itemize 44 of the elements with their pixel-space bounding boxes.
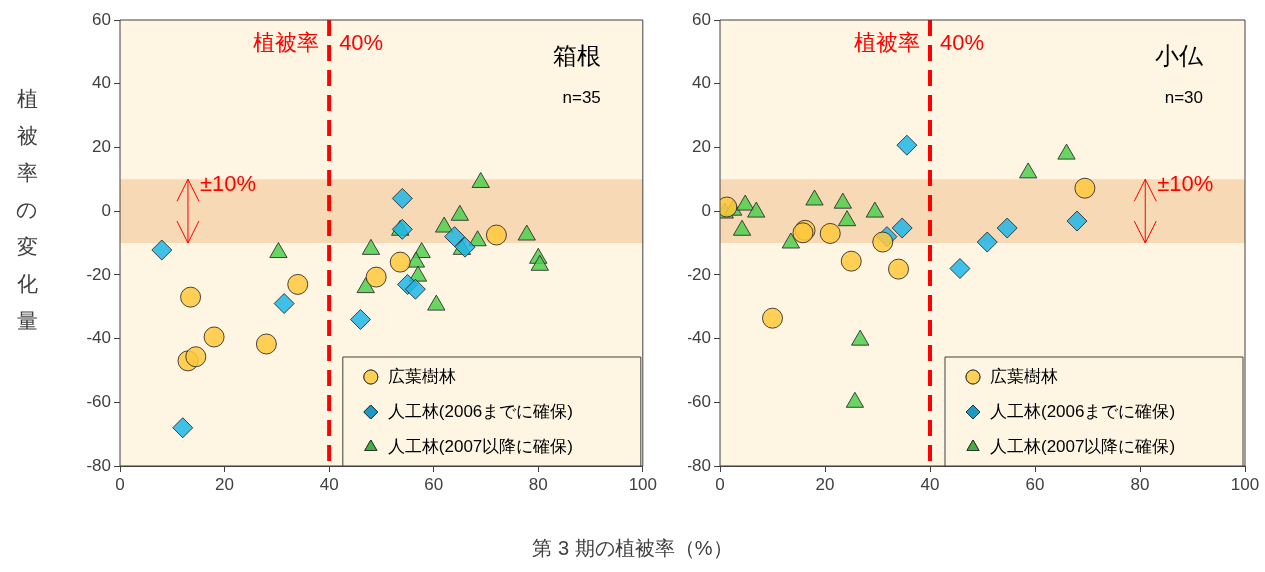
- x-tick-label: 40: [319, 474, 339, 494]
- x-tick-label: 20: [815, 474, 835, 494]
- y-axis-title: 植被率の変化量: [15, 86, 39, 334]
- ref-line-label: 植被率 40%: [253, 30, 384, 56]
- x-tick-label: 0: [715, 474, 725, 494]
- y-tick-label: -80: [686, 455, 711, 475]
- annotation: 箱根: [552, 41, 601, 69]
- y-tick-label: -60: [86, 391, 111, 411]
- x-tick-label: 60: [424, 474, 444, 494]
- x-tick-label: 20: [215, 474, 235, 494]
- y-tick-label: -20: [86, 264, 111, 284]
- y-tick-label: 40: [692, 73, 711, 93]
- legend-label: 人工林(2006までに確保): [387, 401, 573, 421]
- y-tick-label: -40: [686, 328, 711, 348]
- annotation: 小仏: [1155, 41, 1204, 69]
- x-tick-label: 0: [115, 474, 125, 494]
- y-tick-label: -20: [686, 264, 711, 284]
- legend-label: 人工林(2006までに確保): [990, 401, 1176, 421]
- annotation: ±10%: [199, 171, 257, 197]
- x-tick-label: 80: [1130, 474, 1150, 494]
- x-tick-label: 40: [920, 474, 940, 494]
- y-tick-label: 20: [92, 137, 111, 157]
- ref-line-label: 植被率 40%: [854, 30, 985, 56]
- legend-label: 人工林(2007以降に確保): [387, 436, 573, 456]
- x-tick-label: 100: [1230, 474, 1260, 494]
- y-tick-label: -80: [86, 455, 111, 475]
- y-tick-label: -40: [86, 328, 111, 348]
- annotation: n=30: [1164, 87, 1203, 107]
- annotation: n=35: [562, 87, 601, 107]
- legend-label: 広葉樹林: [387, 366, 456, 386]
- y-tick-label: -60: [686, 391, 711, 411]
- x-tick-label: 80: [528, 474, 548, 494]
- x-tick-label: 100: [628, 474, 658, 494]
- y-tick-label: 60: [692, 9, 711, 29]
- x-axis-title: 第 3 期の植被率（%）: [531, 536, 734, 561]
- y-tick-label: 0: [101, 200, 111, 220]
- y-tick-label: 60: [92, 9, 111, 29]
- x-tick-label: 60: [1025, 474, 1045, 494]
- y-tick-label: 0: [701, 200, 711, 220]
- legend-label: 広葉樹林: [990, 366, 1058, 386]
- annotation: ±10%: [1157, 171, 1214, 197]
- y-tick-label: 40: [92, 73, 111, 93]
- legend-label: 人工林(2007以降に確保): [990, 436, 1176, 456]
- y-tick-label: 20: [692, 137, 711, 157]
